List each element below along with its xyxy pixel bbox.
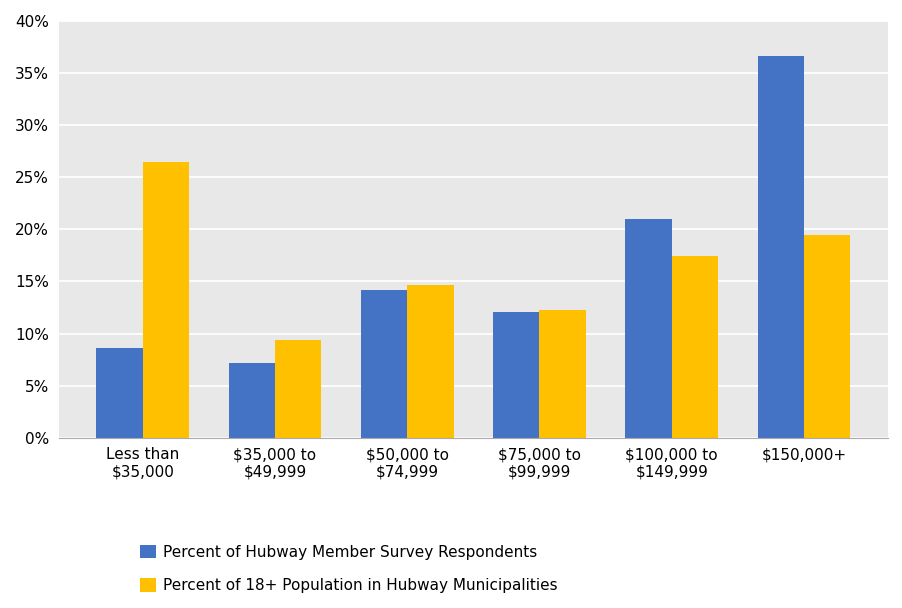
Bar — [492, 312, 538, 438]
Bar — [97, 348, 143, 438]
Bar — [625, 219, 671, 438]
Bar — [757, 57, 803, 438]
Bar — [143, 162, 189, 438]
Bar — [361, 290, 407, 438]
Bar — [275, 340, 321, 438]
Legend: Percent of Hubway Member Survey Respondents, Percent of 18+ Population in Hubway: Percent of Hubway Member Survey Responde… — [133, 537, 565, 601]
Bar — [228, 363, 275, 438]
Bar — [407, 285, 453, 438]
Bar — [671, 257, 717, 438]
Bar — [803, 235, 850, 438]
Bar — [538, 309, 585, 438]
